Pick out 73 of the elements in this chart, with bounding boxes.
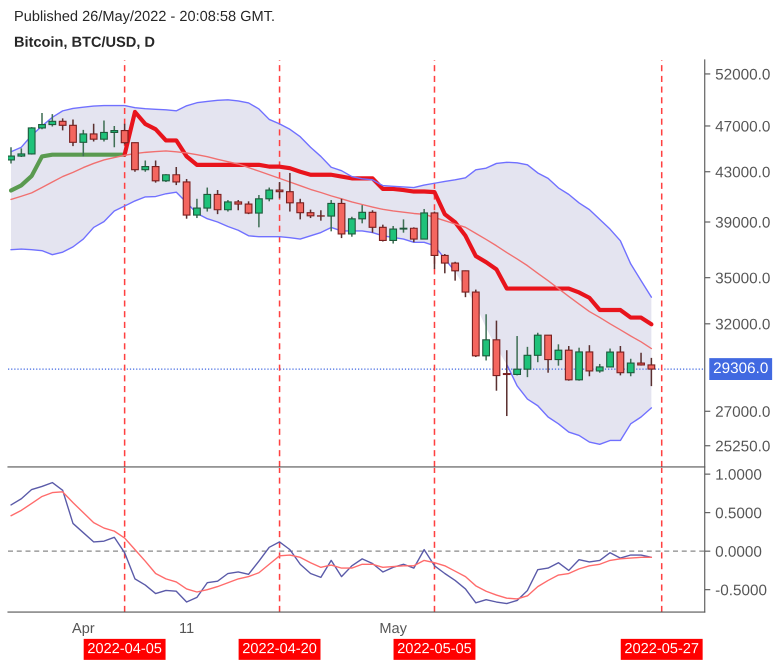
candlestick [100, 120, 108, 142]
candlestick [400, 218, 408, 234]
y-tick-label: 43000.0 [716, 166, 770, 178]
y-tick-label: 32000.0 [716, 318, 770, 330]
candlestick [378, 224, 387, 242]
candlestick [8, 146, 15, 164]
chart-title: Bitcoin, BTC/USD, D [14, 36, 154, 50]
line-series [122, 110, 654, 326]
candlestick [440, 253, 449, 274]
candlestick [79, 129, 88, 158]
candlestick [585, 344, 594, 378]
candlestick [286, 172, 294, 212]
ref-line-label: 2022-05-05 [398, 642, 472, 654]
candlestick [152, 160, 160, 184]
candlestick [265, 186, 274, 202]
candlestick [348, 216, 356, 238]
ref-line-label: 2022-05-27 [625, 642, 698, 654]
line-series [8, 152, 127, 193]
x-tick-label: May [380, 622, 407, 636]
candlestick [606, 348, 614, 368]
y-tick-label: 0.0000 [716, 546, 762, 557]
y-tick-label: 52000.0 [716, 68, 770, 80]
candlestick [554, 344, 562, 366]
y-tick-label: -0.5000 [716, 584, 766, 596]
candlestick [616, 345, 624, 376]
x-tick-label: 11 [180, 622, 194, 634]
y-tick-label: 25250.0 [716, 440, 770, 452]
candlestick [38, 112, 46, 130]
candlestick [276, 181, 284, 199]
candlestick [141, 160, 150, 173]
candlestick [48, 113, 56, 128]
candlestick [296, 198, 304, 220]
line-series [10, 99, 652, 298]
candlestick [502, 349, 511, 417]
candlestick [513, 335, 522, 376]
candlestick [244, 200, 252, 215]
line-series [10, 150, 652, 350]
candlestick [193, 198, 201, 219]
candlestick [69, 118, 77, 147]
candlestick [451, 261, 460, 282]
candlestick [110, 125, 118, 148]
x-tick-label: Apr [72, 622, 94, 636]
candlestick [462, 270, 470, 298]
candlestick [120, 123, 129, 146]
y-tick-label: 27000.0 [716, 406, 770, 417]
candlestick [203, 186, 212, 212]
ref-line-label: 2022-04-05 [88, 642, 162, 654]
candlestick [534, 332, 542, 363]
candlestick [327, 199, 336, 232]
candlestick [637, 352, 645, 366]
ref-line-label: 2022-04-20 [242, 642, 316, 654]
candlestick [254, 194, 263, 228]
y-tick-label: 1.0000 [716, 469, 762, 480]
candlestick [647, 357, 656, 387]
y-tick-label: 47000.0 [716, 120, 770, 132]
candlestick [626, 358, 635, 378]
candlestick [234, 199, 242, 212]
text: Published 26/May/2022 - 20:08:58 GMT. [15, 10, 274, 24]
candlestick [368, 209, 376, 234]
candlestick [482, 313, 490, 362]
candlestick [389, 225, 398, 244]
candlestick [224, 199, 232, 212]
candlestick [410, 226, 418, 243]
y-tick-label: 35000.0 [716, 272, 770, 284]
candlestick [90, 123, 98, 142]
candlestick [172, 166, 180, 186]
candlestick [358, 204, 366, 224]
candlestick [58, 118, 67, 132]
ref-line-label: 29306.0 [714, 362, 768, 374]
y-tick-label: 39000.0 [716, 216, 770, 228]
candlestick [214, 189, 222, 215]
y-tick-label: 0.5000 [716, 508, 762, 518]
candlestick [524, 346, 532, 378]
